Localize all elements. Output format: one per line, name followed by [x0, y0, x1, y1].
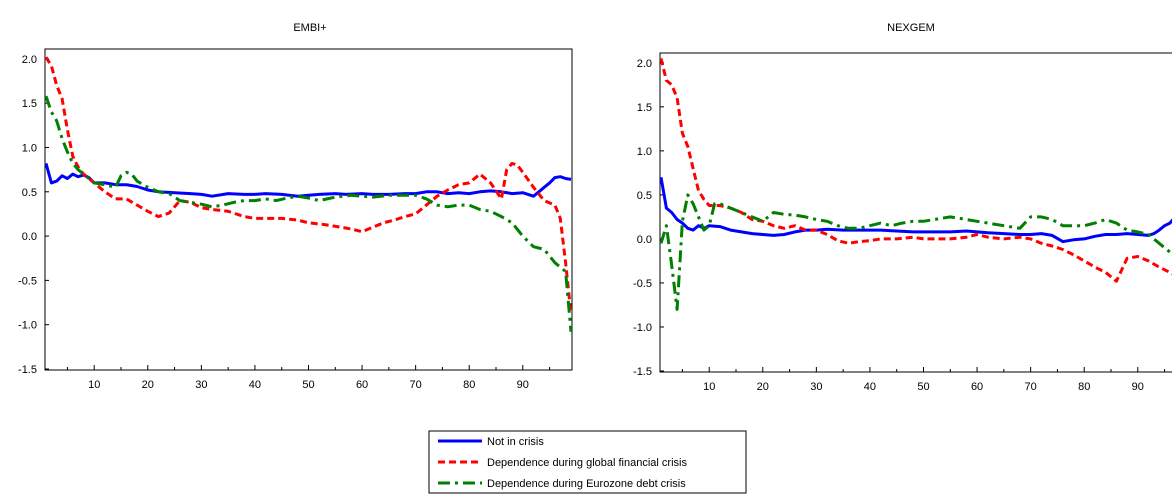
y-tick-label: -1.0 [18, 320, 37, 332]
y-tick-label: 1.0 [637, 146, 652, 158]
x-tick-label: 90 [517, 379, 529, 391]
y-tick-label: 1.5 [22, 98, 37, 110]
y-axis-ticks: -1.5 -1.0 -0.5 0.0 0.5 1.0 1.5 2.0 [633, 58, 664, 378]
y-tick-label: 2.0 [22, 54, 37, 66]
y-tick-label: 0.0 [637, 234, 652, 246]
y-tick-label: -1.5 [18, 364, 37, 376]
nexgem-chart-panel: NEXGEM -1.5 -1.0 -0.5 0.0 0.5 1.0 1.5 2.0 10 20 3… [633, 22, 1172, 393]
legend: Not in crisis Dependence during global f… [428, 430, 747, 494]
x-tick-label: 60 [356, 379, 368, 391]
legend-label: Dependence during Eurozone debt crisis [487, 478, 686, 490]
x-axis-ticks: 10 20 30 40 50 60 70 80 90 [681, 367, 1166, 393]
y-tick-label: 1.5 [637, 102, 652, 114]
y-tick-label: -0.5 [633, 278, 652, 290]
x-tick-label: 80 [463, 379, 475, 391]
x-tick-label: 80 [1078, 381, 1090, 393]
legend-label: Dependence during global financial crisi… [487, 457, 687, 469]
series-line-dependence-during-eurozone-debt-crisis [660, 193, 1172, 311]
y-tick-label: -1.0 [633, 322, 652, 334]
x-tick-label: 70 [410, 379, 422, 391]
x-axis-ticks: 10 20 30 40 50 60 70 80 90 [66, 365, 551, 391]
embi-chart-panel: EMBI+ -1.5 -1.0 -0.5 0.0 0.5 1.0 1.5 2.0 10 20 30… [18, 22, 573, 391]
plot-frame [659, 52, 1172, 373]
x-tick-label: 60 [971, 381, 983, 393]
legend-item-eurozone-debt-crisis: Dependence during Eurozone debt crisis [438, 478, 686, 490]
x-tick-label: 50 [302, 379, 314, 391]
series-lines [660, 58, 1172, 311]
y-tick-label: 1.0 [22, 142, 37, 154]
legend-label: Not in crisis [487, 436, 544, 448]
y-tick-label: 2.0 [637, 58, 652, 70]
chart-title: EMBI+ [293, 22, 326, 34]
x-tick-label: 10 [88, 379, 100, 391]
x-tick-label: 10 [703, 381, 715, 393]
x-tick-label: 70 [1025, 381, 1037, 393]
x-tick-label: 20 [142, 379, 154, 391]
y-tick-label: 0.0 [22, 231, 37, 243]
legend-item-global-financial-crisis: Dependence during global financial crisi… [438, 457, 687, 469]
legend-item-not-in-crisis: Not in crisis [438, 436, 544, 448]
series-line-not-in-crisis [660, 177, 1172, 244]
y-tick-label: 0.5 [637, 190, 652, 202]
y-tick-label: -1.5 [633, 366, 652, 378]
series-line-dependence-during-eurozone-debt-crisis [45, 95, 572, 332]
x-tick-label: 40 [249, 379, 261, 391]
x-tick-label: 50 [917, 381, 929, 393]
x-tick-label: 90 [1132, 381, 1144, 393]
y-tick-label: -0.5 [18, 275, 37, 287]
y-axis-ticks: -1.5 -1.0 -0.5 0.0 0.5 1.0 1.5 2.0 [18, 54, 49, 376]
chart-title: NEXGEM [887, 22, 935, 34]
y-tick-label: 0.5 [22, 187, 37, 199]
x-tick-label: 30 [810, 381, 822, 393]
series-lines [45, 56, 572, 332]
x-tick-label: 30 [195, 379, 207, 391]
series-line-dependence-during-global-financial-crisis [660, 58, 1172, 283]
x-tick-label: 40 [864, 381, 876, 393]
plot-frame [44, 48, 573, 371]
x-tick-label: 20 [757, 381, 769, 393]
